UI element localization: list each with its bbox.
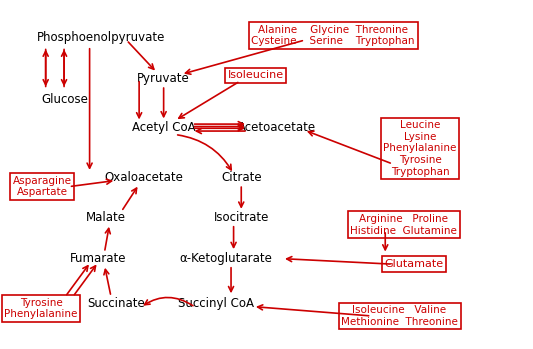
Text: Phosphoenolpyruvate: Phosphoenolpyruvate: [37, 31, 165, 44]
Text: Acetyl CoA: Acetyl CoA: [132, 121, 196, 134]
Text: Isoleucine   Valine
Methionine  Threonine: Isoleucine Valine Methionine Threonine: [341, 305, 458, 327]
Text: Leucine
Lysine
Phenylalanine
Tyrosine
Tryptophan: Leucine Lysine Phenylalanine Tyrosine Tr…: [383, 120, 457, 177]
Text: Arginine   Proline
Histidine  Glutamine: Arginine Proline Histidine Glutamine: [350, 214, 457, 236]
Text: Isocitrate: Isocitrate: [214, 211, 269, 224]
Text: Isoleucine: Isoleucine: [228, 70, 284, 80]
Text: Alanine    Glycine  Threonine
Cysteine    Serine    Tryptophan: Alanine Glycine Threonine Cysteine Serin…: [252, 25, 415, 46]
Text: Succinyl CoA: Succinyl CoA: [177, 297, 254, 310]
Text: Glucose: Glucose: [42, 93, 88, 106]
Text: Tyrosine
Phenylalanine: Tyrosine Phenylalanine: [4, 298, 78, 319]
Text: Malate: Malate: [86, 211, 126, 224]
Text: Pyruvate: Pyruvate: [138, 72, 190, 86]
Text: α-Ketoglutarate: α-Ketoglutarate: [180, 252, 272, 265]
Text: Asparagine
Aspartate: Asparagine Aspartate: [13, 176, 71, 198]
Text: Fumarate: Fumarate: [70, 252, 126, 265]
Text: Oxaloacetate: Oxaloacetate: [105, 171, 184, 185]
Text: Citrate: Citrate: [221, 171, 262, 185]
Text: Acetoacetate: Acetoacetate: [238, 121, 316, 134]
Text: Succinate: Succinate: [87, 297, 145, 310]
Text: Glutamate: Glutamate: [384, 259, 443, 269]
